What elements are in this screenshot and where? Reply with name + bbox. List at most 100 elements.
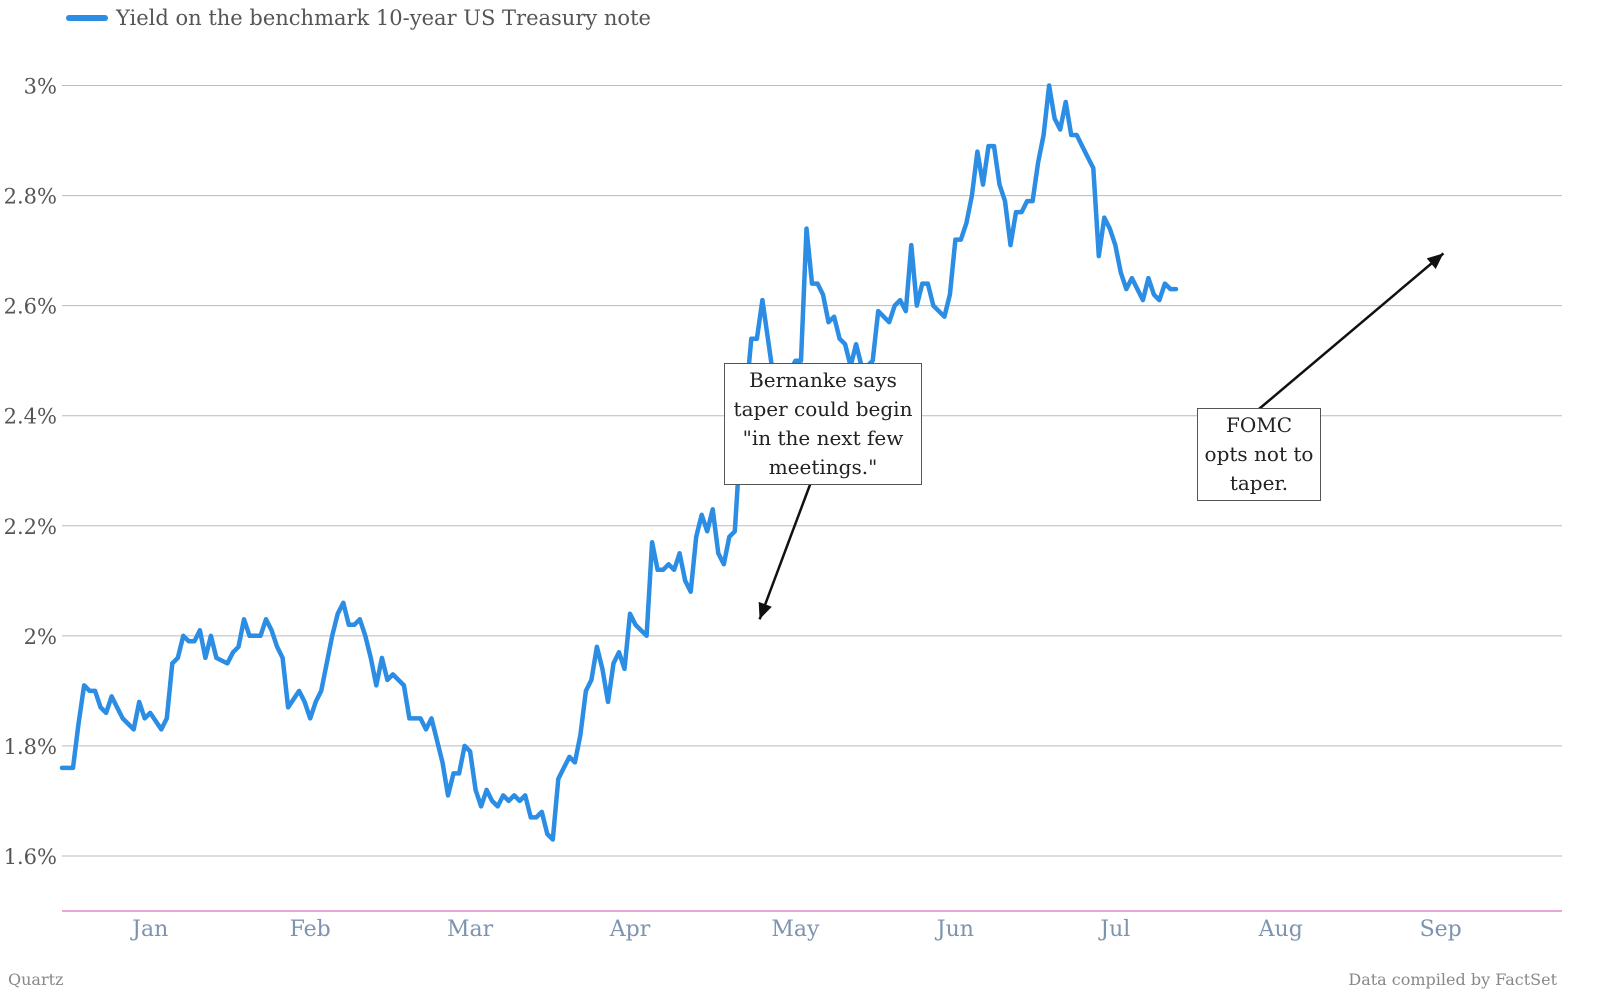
data-point [667, 563, 670, 566]
data-point [573, 761, 576, 764]
data-point [149, 711, 152, 714]
data-point [176, 656, 179, 659]
data-point [480, 805, 483, 808]
data-point [1114, 244, 1117, 247]
data-point [706, 530, 709, 533]
data-point [447, 794, 449, 797]
data-point [700, 513, 703, 516]
data-point [1037, 161, 1040, 164]
data-point [243, 618, 245, 621]
data-point [970, 194, 973, 197]
data-point [1075, 134, 1078, 136]
y-tick-label: 1.6% [4, 845, 57, 869]
annotation-bernanke-text: Bernanke says taper could begin "in the … [733, 368, 913, 479]
data-point [491, 799, 494, 802]
data-point [816, 282, 819, 285]
data-point [204, 656, 207, 659]
data-point [94, 689, 97, 692]
data-point [1130, 277, 1133, 280]
data-point [1015, 211, 1017, 214]
data-point [518, 799, 521, 802]
data-point [187, 640, 190, 643]
data-point [270, 629, 273, 632]
data-point [535, 816, 538, 819]
data-point [121, 717, 124, 720]
data-point [248, 634, 251, 637]
data-point [232, 651, 234, 654]
data-point [915, 304, 918, 307]
data-point [237, 645, 240, 648]
data-point [436, 739, 438, 742]
data-point [458, 772, 461, 775]
data-point [1169, 288, 1172, 291]
data-point [595, 645, 598, 648]
data-point [1048, 84, 1051, 87]
data-point [607, 700, 609, 703]
data-point [303, 700, 306, 703]
y-axis-labels: 1.6% 1.8% 2% 2.2% 2.4% 2.6% 2.8% 3% [4, 75, 57, 869]
data-point [375, 684, 378, 687]
annotation-bernanke-label: Bernanke says taper could begin "in the … [724, 363, 922, 485]
data-point [965, 222, 968, 225]
annotation-fomc-arrow [1258, 252, 1445, 410]
data-point [474, 788, 477, 791]
data-point [380, 656, 383, 659]
data-point [1152, 293, 1155, 296]
data-point [364, 634, 367, 637]
series-layer [59, 83, 1179, 842]
data-point [1026, 200, 1029, 203]
data-point [910, 244, 913, 247]
data-point [408, 717, 411, 720]
data-point [254, 634, 256, 637]
data-point [651, 541, 654, 544]
data-point [1064, 101, 1067, 103]
x-tick-label: Feb [290, 917, 331, 942]
data-point [298, 689, 301, 692]
data-point [309, 717, 312, 720]
data-point [226, 662, 229, 665]
data-point [827, 321, 830, 324]
data-point [645, 634, 648, 637]
y-tick-label: 2.6% [4, 295, 57, 319]
data-point [805, 227, 808, 230]
data-point [673, 568, 676, 571]
data-point [1009, 244, 1012, 247]
data-point [1059, 128, 1062, 131]
data-point [281, 656, 284, 659]
data-point [77, 722, 80, 725]
data-point [198, 629, 201, 632]
data-point [1103, 216, 1106, 219]
data-point [695, 535, 698, 538]
data-point [993, 145, 995, 148]
data-point [959, 238, 962, 241]
data-point [1163, 282, 1166, 285]
data-point [1158, 299, 1161, 302]
data-point [800, 359, 802, 362]
data-point [314, 700, 317, 703]
data-point [171, 662, 174, 665]
data-point [132, 728, 135, 731]
data-point [623, 667, 626, 670]
data-point [353, 623, 356, 626]
data-point [943, 315, 946, 318]
data-point [138, 700, 141, 703]
data-point [215, 656, 218, 659]
data-point [551, 838, 554, 841]
data-point [524, 794, 527, 797]
data-point [954, 238, 957, 241]
data-point [358, 618, 361, 621]
data-point [579, 733, 582, 736]
data-point [513, 794, 516, 797]
data-point [921, 282, 924, 285]
annotation-fomc-text: FOMC opts not to taper. [1204, 413, 1314, 495]
data-point [728, 535, 731, 538]
data-point [1020, 211, 1023, 214]
data-point [882, 315, 885, 318]
data-point [88, 689, 91, 692]
data-point [419, 717, 422, 720]
data-point [1141, 299, 1144, 302]
data-point [976, 150, 979, 153]
data-point [601, 667, 604, 670]
data-point [276, 645, 279, 648]
